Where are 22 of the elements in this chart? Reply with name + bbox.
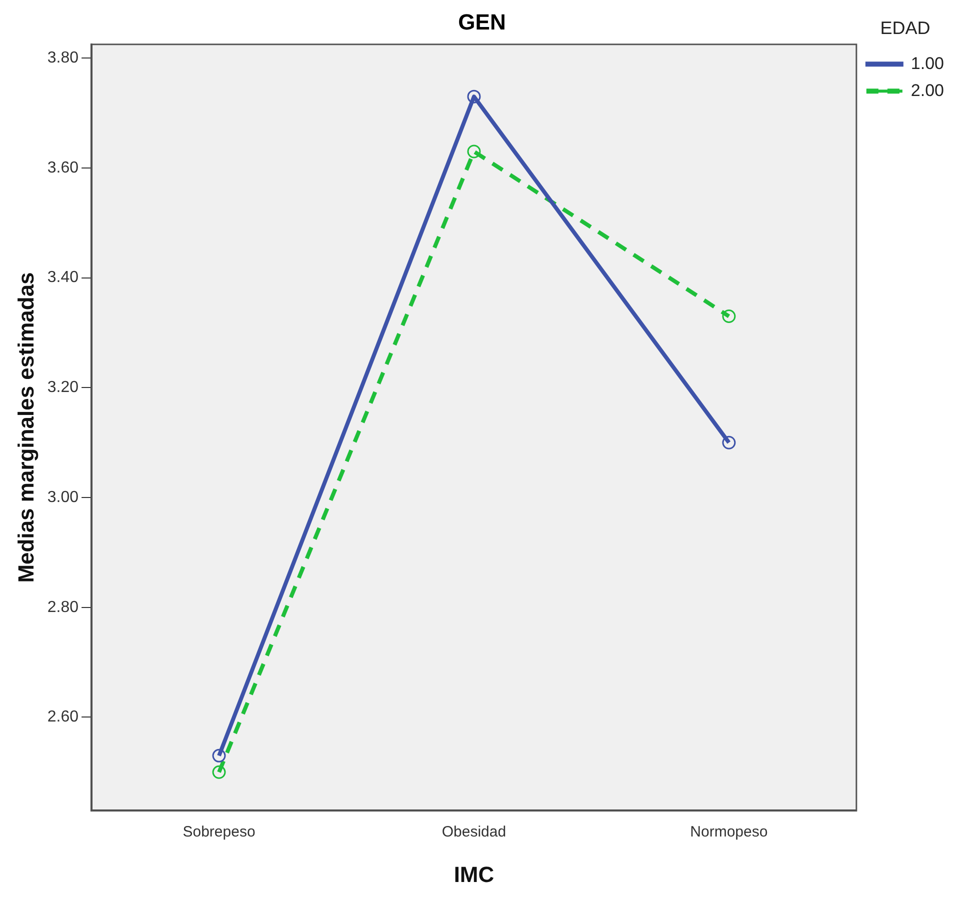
y-tick-label: 3.80 (47, 50, 79, 67)
point (722, 436, 736, 450)
y-tick-label: 2.80 (47, 598, 79, 616)
point (467, 144, 481, 158)
x-axis-title: IMC (454, 862, 494, 887)
y-tick-label: 3.20 (47, 379, 79, 396)
point (467, 90, 481, 104)
y-tick-label: 3.00 (47, 488, 79, 506)
point (212, 765, 226, 779)
x-tick-label: Normopeso (690, 824, 768, 841)
legend-title: EDAD (880, 18, 930, 38)
x-tick-label: Obesidad (442, 824, 506, 841)
y-tick-label: 2.60 (47, 708, 79, 726)
y-tick-label: 3.60 (47, 159, 79, 176)
chart-title: GEN (458, 9, 506, 34)
legend-label: 2.00 (910, 80, 944, 100)
y-tick-label: 3.40 (47, 269, 79, 286)
legend-label: 1.00 (910, 54, 944, 73)
point (212, 748, 226, 762)
point (722, 310, 736, 324)
x-tick-label: Sobrepeso (182, 824, 256, 841)
y-axis-title: Medias marginales estimadas (13, 272, 38, 583)
